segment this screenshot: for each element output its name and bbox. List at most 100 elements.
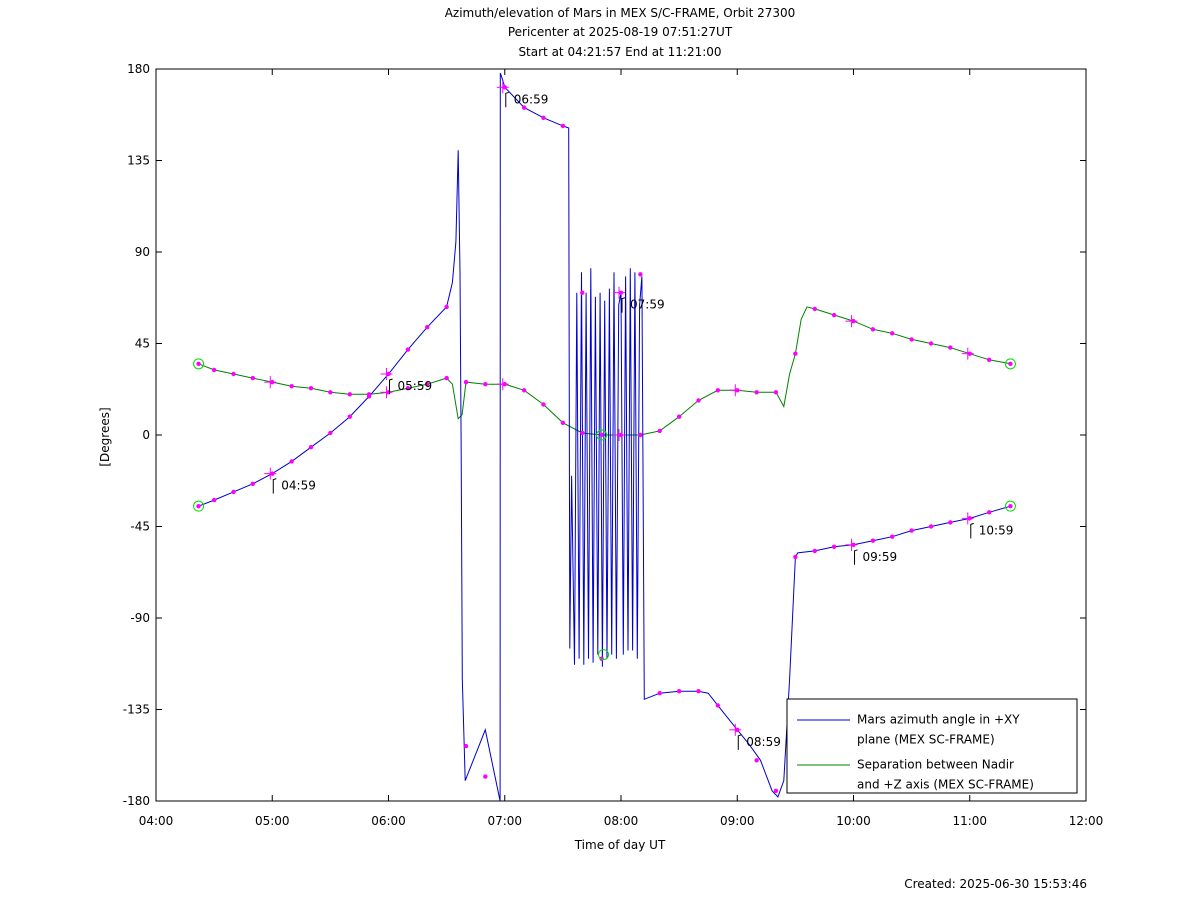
azimuth-marker — [948, 520, 953, 525]
legend-label-separation-line2: and +Z axis (MEX SC-FRAME) — [857, 778, 1034, 792]
azimuth-marker — [196, 503, 201, 509]
azimuth-marker — [483, 774, 488, 779]
chart-subtitle-pericenter: Pericenter at 2025-08-19 07:51:27UT — [508, 25, 733, 39]
separation-marker — [599, 432, 604, 438]
azimuth-marker — [405, 347, 411, 352]
y-tick-label: 90 — [135, 245, 150, 259]
hour-annotations: 04:59 05:59 06:59 07:59 08:59 09:59 10:59 — [264, 81, 1013, 750]
legend-label-azimuth-line2: plane (MEX SC-FRAME) — [857, 733, 995, 747]
y-tick-label: -90 — [130, 611, 150, 625]
separation-marker — [831, 312, 837, 318]
separation-marker — [289, 384, 294, 389]
hour-annotation-label: 04:59 — [281, 479, 316, 493]
legend: Mars azimuth angle in +XY plane (MEX SC-… — [786, 698, 1078, 794]
hour-annotation-pointer — [505, 91, 509, 108]
y-tick-label: 180 — [127, 62, 150, 76]
separation-marker — [347, 392, 352, 397]
azimuth-marker — [231, 489, 236, 495]
x-tick-label: 12:00 — [1069, 814, 1104, 828]
y-tick-label: -180 — [123, 794, 150, 808]
x-tick-label: 10:00 — [836, 814, 871, 828]
x-tick-label: 09:00 — [720, 814, 755, 828]
separation-marker — [425, 381, 430, 387]
start-end-circle — [596, 429, 608, 441]
hour-annotation-label: 06:59 — [514, 92, 549, 106]
separation-marker — [754, 390, 759, 395]
azimuth-marker — [1008, 503, 1013, 509]
separation-marker — [773, 390, 779, 395]
azimuth-marker — [793, 554, 798, 560]
azimuth-marker — [328, 430, 333, 436]
y-axis-label: [Degrees] — [98, 407, 112, 466]
separation-marker — [196, 361, 201, 367]
azimuth-marker — [754, 758, 759, 763]
separation-marker — [560, 420, 566, 425]
azimuth-marker — [250, 481, 256, 486]
axis-titles: Time of day UT [Degrees] — [98, 407, 666, 852]
azimuth-marker — [463, 743, 469, 749]
azimuth-marker — [676, 689, 682, 694]
x-tick-label: 04:00 — [139, 814, 174, 828]
azimuth-marker — [928, 524, 934, 529]
separation-marker — [250, 375, 256, 381]
start-end-circle — [1004, 500, 1016, 512]
azimuth-marker — [580, 290, 585, 295]
legend-label-separation-line1: Separation between Nadir — [857, 758, 1014, 772]
start-end-circle — [1004, 358, 1016, 370]
series-line-separation — [198, 306, 1011, 436]
hour-annotation-label: 05:59 — [398, 379, 433, 393]
separation-marker — [541, 402, 546, 407]
azimuth-marker — [715, 703, 721, 708]
legend-label-azimuth-line1: Mars azimuth angle in +XY — [857, 713, 1020, 727]
hour-annotation-label: 08:59 — [746, 735, 781, 749]
separation-marker — [928, 341, 934, 346]
y-tick-label: 0 — [142, 428, 150, 442]
x-tick-label: 08:00 — [604, 814, 639, 828]
separation-marker — [715, 388, 721, 393]
separation-marker — [328, 390, 333, 395]
y-tick-label: -135 — [123, 703, 150, 717]
azimuth-marker — [657, 691, 662, 696]
hour-annotation-pointer — [970, 522, 974, 539]
start-end-circle — [193, 358, 205, 370]
hour-annotation-label: 10:59 — [979, 523, 1014, 537]
azimuth-marker — [560, 123, 566, 129]
azimuth-marker — [425, 325, 430, 330]
azimuth-marker — [289, 459, 294, 464]
azimuth-marker — [831, 544, 837, 550]
created-footer: Created: 2025-06-30 15:53:46 — [904, 877, 1087, 891]
y-tick-label: -45 — [130, 520, 150, 534]
x-tick-label: 11:00 — [952, 814, 987, 828]
separation-marker — [676, 414, 682, 419]
separation-marker — [890, 331, 895, 336]
azimuth-marker — [347, 414, 352, 419]
legend-box — [786, 698, 1078, 794]
separation-marker — [231, 371, 236, 377]
hour-annotation-label: 07:59 — [630, 298, 665, 312]
azimuth-marker — [773, 788, 779, 794]
x-tick-label: 07:00 — [487, 814, 522, 828]
hour-annotation-pointer — [272, 478, 277, 494]
chart-title: Azimuth/elevation of Mars in MEX S/C-FRA… — [445, 6, 796, 20]
start-end-circle — [598, 649, 610, 661]
series-layer — [198, 72, 1011, 802]
azimuth-marker — [812, 548, 817, 554]
separation-marker — [521, 388, 527, 393]
azimuth-marker — [521, 105, 527, 110]
x-axis-label: Time of day UT — [574, 838, 666, 852]
azimuth-marker — [308, 445, 314, 450]
separation-marker — [211, 367, 217, 373]
separation-marker — [657, 428, 662, 434]
chart-subtitle-start-end: Start at 04:21:57 End at 11:21:00 — [518, 45, 721, 59]
separation-marker — [638, 432, 643, 438]
separation-marker — [696, 398, 701, 403]
separation-marker — [909, 337, 914, 342]
y-tick-label: 135 — [127, 154, 150, 168]
separation-marker — [483, 381, 488, 387]
axis-ticks: 04:00 05:00 06:00 07:00 08:00 09:00 10:00 11:00… — [123, 62, 1104, 828]
start-end-circle — [193, 500, 205, 512]
marker-layer — [193, 85, 1016, 794]
azimuth-marker — [870, 538, 876, 543]
x-tick-label: 05:00 — [255, 814, 290, 828]
